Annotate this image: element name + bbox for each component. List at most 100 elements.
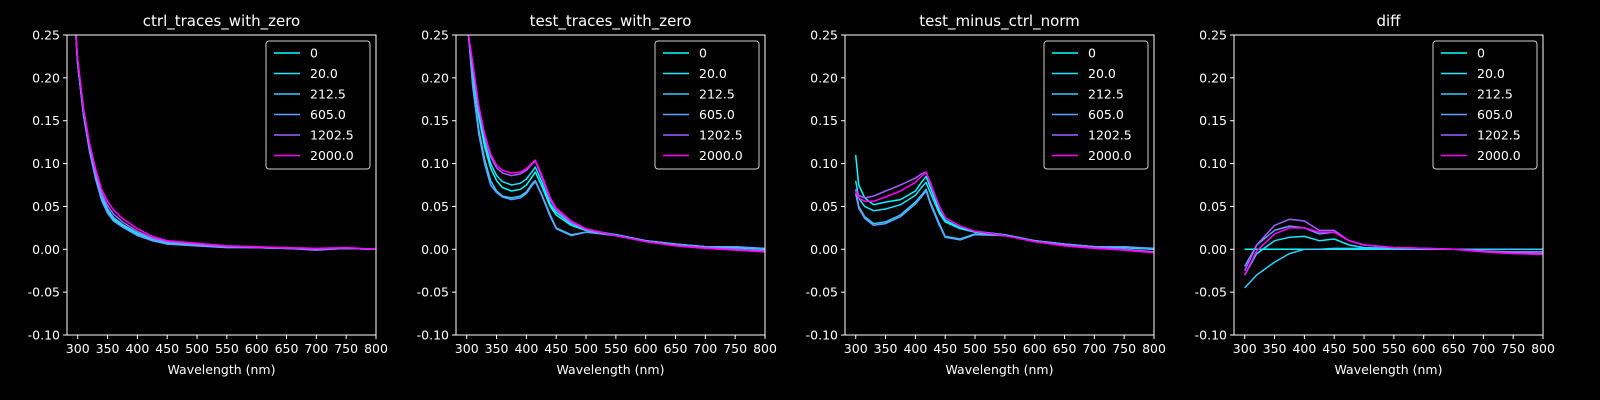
chart-panel-3: test_minus_ctrl_norm 300 350 400 450 500 550 60… — [806, 12, 1166, 377]
x-axis-label: Wavelength (nm) — [168, 362, 276, 377]
legend-label: 212.5 — [310, 87, 346, 102]
legend-label: 212.5 — [1088, 87, 1124, 102]
x-tick-label: 450 — [544, 341, 568, 356]
legend-label: 0 — [699, 46, 707, 61]
legend-label: 1202.5 — [699, 128, 743, 143]
chart-panel-2: test_traces_with_zero 300 350 400 450 500 550 6… — [417, 12, 777, 377]
legend-label: 212.5 — [699, 87, 735, 102]
x-tick-label: 450 — [933, 341, 957, 356]
trace-line-2000.0 — [855, 171, 1154, 254]
legend-label: 20.0 — [1088, 66, 1116, 81]
axes-frame — [66, 34, 377, 336]
x-tick-label: 600 — [1412, 341, 1436, 356]
legend-label: 2000.0 — [310, 148, 354, 163]
y-tick-label: 0.20 — [810, 70, 838, 85]
y-tick-label: 0.05 — [1199, 199, 1227, 214]
x-tick-label: 300 — [844, 341, 868, 356]
legend: 0 20.0 212.5 605.0 1202.5 2000.0 — [1432, 40, 1538, 170]
x-tick-label: 700 — [1471, 341, 1495, 356]
y-tick-label: 0.00 — [421, 242, 449, 257]
trace-line-2000.0 — [467, 35, 765, 253]
legend-label: 605.0 — [699, 107, 735, 122]
y-tick-label: 0.20 — [1199, 70, 1227, 85]
x-tick-label: 350 — [1263, 341, 1287, 356]
x-tick-label: 450 — [155, 341, 179, 356]
y-tick-label: -0.05 — [28, 285, 60, 300]
legend-label: 212.5 — [1477, 87, 1513, 102]
y-tick-label: 0.25 — [421, 28, 449, 43]
legend-label: 20.0 — [699, 66, 727, 81]
legend-label: 1202.5 — [1088, 128, 1132, 143]
x-tick-label: 750 — [1501, 341, 1525, 356]
y-tick-label: 0.25 — [1199, 28, 1227, 43]
x-tick-label: 700 — [1082, 341, 1106, 356]
legend-label: 2000.0 — [1088, 148, 1132, 163]
legend-label: 20.0 — [310, 66, 338, 81]
y-tick-label: 0.05 — [810, 199, 838, 214]
x-tick-label: 500 — [574, 341, 598, 356]
x-tick-label: 500 — [1352, 341, 1376, 356]
x-tick-label: 750 — [723, 341, 747, 356]
chart-title: diff — [1376, 12, 1401, 30]
y-tick-label: -0.10 — [417, 328, 449, 343]
y-tick-label: 0.15 — [810, 113, 838, 128]
x-axis-label: Wavelength (nm) — [1335, 362, 1443, 377]
legend-label: 605.0 — [310, 107, 346, 122]
legend: 0 20.0 212.5 605.0 1202.5 2000.0 — [654, 40, 760, 170]
legend: 0 20.0 212.5 605.0 1202.5 2000.0 — [265, 40, 371, 170]
legend: 0 20.0 212.5 605.0 1202.5 2000.0 — [1043, 40, 1149, 170]
x-axis-label: Wavelength (nm) — [557, 362, 665, 377]
chart-panel-4: diff 300 350 400 450 500 550 600 650 700 750 800 -0.… — [1195, 12, 1555, 377]
axes-frame — [455, 34, 766, 336]
x-tick-label: 550 — [1382, 341, 1406, 356]
legend-label: 0 — [1477, 46, 1485, 61]
x-tick-label: 300 — [455, 341, 479, 356]
y-tick-label: 0.00 — [32, 242, 60, 257]
traces — [75, 35, 376, 251]
traces — [854, 154, 1154, 254]
x-tick-label: 700 — [693, 341, 717, 356]
x-tick-label: 750 — [334, 341, 358, 356]
legend-label: 605.0 — [1477, 107, 1513, 122]
x-tick-label: 600 — [634, 341, 658, 356]
x-tick-label: 500 — [963, 341, 987, 356]
x-tick-label: 650 — [1442, 341, 1466, 356]
y-tick-label: -0.10 — [806, 328, 838, 343]
axes-frame — [844, 34, 1155, 336]
x-tick-label: 350 — [96, 341, 120, 356]
y-tick-label: -0.05 — [417, 285, 449, 300]
x-tick-label: 350 — [874, 341, 898, 356]
x-tick-label: 700 — [304, 341, 328, 356]
y-tick-label: -0.05 — [806, 285, 838, 300]
x-tick-label: 650 — [664, 341, 688, 356]
traces — [1244, 218, 1543, 289]
x-tick-label: 450 — [1322, 341, 1346, 356]
y-tick-label: 0.05 — [421, 199, 449, 214]
x-tick-label: 800 — [753, 341, 777, 356]
x-tick-label: 650 — [1053, 341, 1077, 356]
trace-line-2000.0 — [1244, 227, 1543, 276]
chart-title: test_minus_ctrl_norm — [919, 12, 1080, 31]
x-tick-label: 400 — [514, 341, 538, 356]
x-tick-label: 750 — [1112, 341, 1136, 356]
y-tick-label: -0.05 — [1195, 285, 1227, 300]
traces — [467, 35, 765, 253]
x-tick-label: 800 — [364, 341, 388, 356]
x-tick-label: 800 — [1531, 341, 1555, 356]
y-tick-label: 0.20 — [32, 70, 60, 85]
x-tick-label: 550 — [215, 341, 239, 356]
x-tick-label: 550 — [604, 341, 628, 356]
legend-label: 0 — [310, 46, 318, 61]
x-tick-label: 600 — [245, 341, 269, 356]
y-tick-label: 0.00 — [810, 242, 838, 257]
trace-line-2000.0 — [75, 35, 376, 251]
y-tick-label: 0.00 — [1199, 242, 1227, 257]
x-axis-label: Wavelength (nm) — [946, 362, 1054, 377]
chart-title: test_traces_with_zero — [530, 12, 692, 31]
y-tick-label: 0.15 — [32, 113, 60, 128]
x-tick-label: 650 — [275, 341, 299, 356]
x-tick-label: 550 — [993, 341, 1017, 356]
chart-panel-1: ctrl_traces_with_zero 300 350 400 450 500 550 6… — [28, 12, 388, 377]
